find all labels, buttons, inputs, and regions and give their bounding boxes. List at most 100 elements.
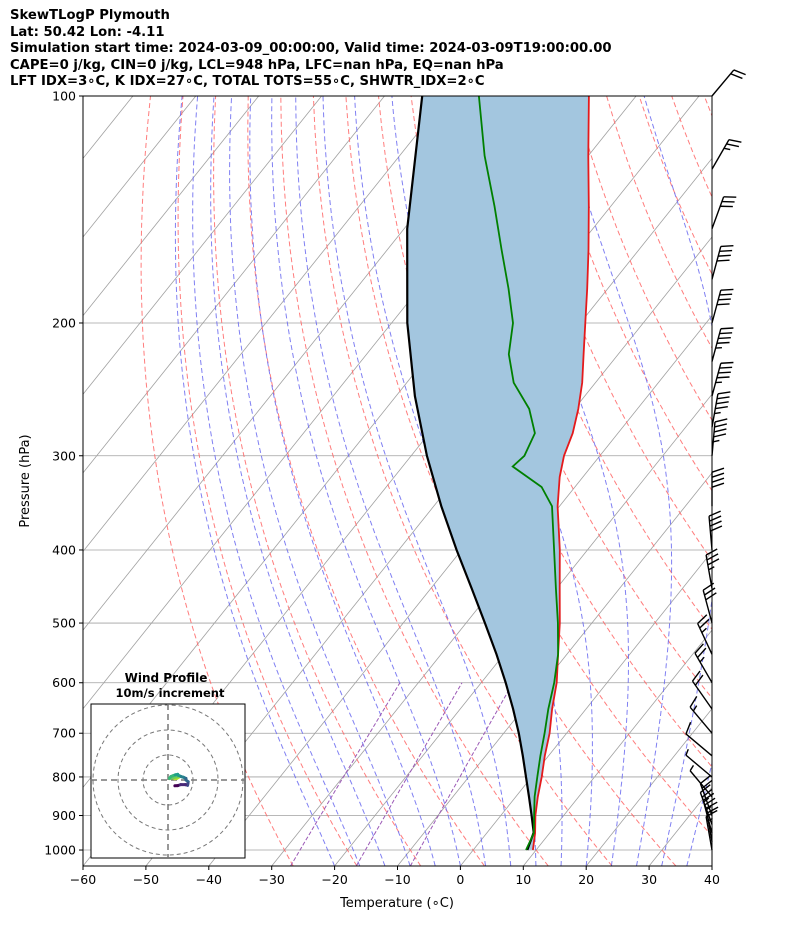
- barb-full: [719, 249, 733, 252]
- barb-full: [709, 520, 722, 527]
- wind-barb: [711, 361, 734, 397]
- barb-full: [711, 467, 725, 473]
- isotherm-line: [83, 96, 197, 238]
- barb-shaft: [711, 328, 722, 362]
- barb-shaft: [685, 754, 713, 778]
- x-tick-label: −20: [321, 872, 347, 887]
- y-tick-label: 700: [52, 726, 76, 741]
- barb-full: [720, 361, 734, 364]
- wind-barb: [711, 69, 746, 97]
- barb-full: [716, 376, 730, 379]
- wind-barb: [691, 670, 713, 710]
- stability-indices: LFT IDX=3∘C, K IDX=27∘C, TOTAL TOTS=55∘C…: [10, 74, 485, 89]
- moist-adiabat: [271, 96, 461, 866]
- barb-full: [716, 401, 729, 405]
- barb-full: [691, 670, 701, 682]
- barb-shaft: [691, 680, 713, 710]
- moist-adiabat: [229, 96, 411, 866]
- barb-full: [701, 788, 713, 798]
- dewpoint-line: [478, 96, 560, 851]
- isotherm-line: [83, 96, 385, 474]
- barb-half: [689, 764, 695, 772]
- mixing-ratio-line: [290, 682, 401, 866]
- isotherm-line: [711, 865, 712, 866]
- wind-barb: [689, 696, 713, 734]
- convective-indices: CAPE=0 j/kg, CIN=0 j/kg, LCL=948 hPa, LF…: [10, 57, 504, 73]
- wind-barb: [689, 764, 713, 798]
- barb-shaft: [711, 139, 730, 170]
- y-tick-label: 500: [52, 616, 76, 631]
- barb-full: [709, 515, 722, 522]
- x-tick-label: −50: [133, 872, 159, 887]
- x-axis-label: Temperature (∘C): [339, 896, 454, 911]
- wind-barb: [702, 582, 717, 624]
- y-tick-label: 800: [52, 769, 76, 784]
- barb-full: [728, 138, 742, 143]
- barb-full: [714, 423, 727, 428]
- y-tick-label: 600: [52, 675, 76, 690]
- barb-full: [705, 592, 717, 601]
- x-tick-label: 0: [456, 872, 464, 887]
- wind-barb: [711, 245, 734, 280]
- dry-adiabat: [573, 96, 712, 422]
- dry-adiabat: [345, 96, 677, 866]
- barb-full: [697, 614, 708, 624]
- barb-shaft: [702, 589, 713, 624]
- barb-full: [702, 582, 715, 591]
- barb-full: [713, 428, 727, 433]
- barb-full: [719, 366, 733, 369]
- barb-full: [718, 298, 731, 301]
- barb-shaft: [708, 516, 713, 551]
- wind-barb: [711, 391, 731, 428]
- dry-adiabat: [213, 96, 422, 866]
- barb-half: [708, 566, 715, 571]
- x-tick-label: −60: [70, 872, 96, 887]
- barb-half: [715, 346, 722, 349]
- barb-shaft: [711, 246, 722, 280]
- cin-shade-layer: [407, 96, 589, 850]
- barb-full: [708, 510, 721, 517]
- barb-full: [706, 806, 719, 814]
- wind-barb: [708, 510, 723, 551]
- moist-adiabat: [686, 761, 712, 866]
- barb-full: [720, 327, 734, 330]
- wind-barbs: [685, 69, 746, 851]
- barb-half: [723, 147, 731, 151]
- barb-full: [718, 371, 731, 374]
- time-info: Simulation start time: 2024-03-09_00:00:…: [10, 41, 612, 56]
- barb-full: [696, 647, 707, 659]
- wind-barb: [705, 548, 720, 589]
- barb-full: [726, 143, 740, 148]
- mixing-ratio-line: [355, 682, 463, 866]
- barb-full: [711, 482, 725, 488]
- x-tick-label: 20: [578, 872, 594, 887]
- moist-adiabat: [322, 96, 512, 866]
- barb-shaft: [711, 196, 725, 230]
- barb-full: [720, 288, 734, 291]
- x-tick-label: 10: [515, 872, 531, 887]
- barb-full: [707, 558, 720, 566]
- moist-adiabat: [490, 96, 629, 866]
- barb-full: [699, 618, 710, 629]
- x-tick-label: 40: [704, 872, 720, 887]
- barb-full: [733, 69, 746, 76]
- barb-full: [716, 341, 730, 344]
- wind-barb: [711, 418, 728, 456]
- moist-adiabat: [210, 96, 386, 866]
- mixing-ratio-line: [409, 682, 514, 866]
- dry-adiabat: [312, 96, 613, 866]
- hodograph-plot: [91, 704, 245, 858]
- isotherm-line: [460, 550, 712, 866]
- barb-full: [715, 406, 728, 410]
- barb-full: [723, 196, 737, 198]
- barb-full: [718, 254, 731, 257]
- isotherm-line: [334, 393, 712, 866]
- dry-adiabat: [247, 96, 485, 866]
- barb-shaft: [711, 69, 735, 97]
- y-tick-label: 400: [52, 542, 76, 557]
- profile-layer: [406, 96, 590, 851]
- y-axis-label: Pressure (hPa): [18, 434, 33, 527]
- moist-adiabat: [643, 96, 712, 866]
